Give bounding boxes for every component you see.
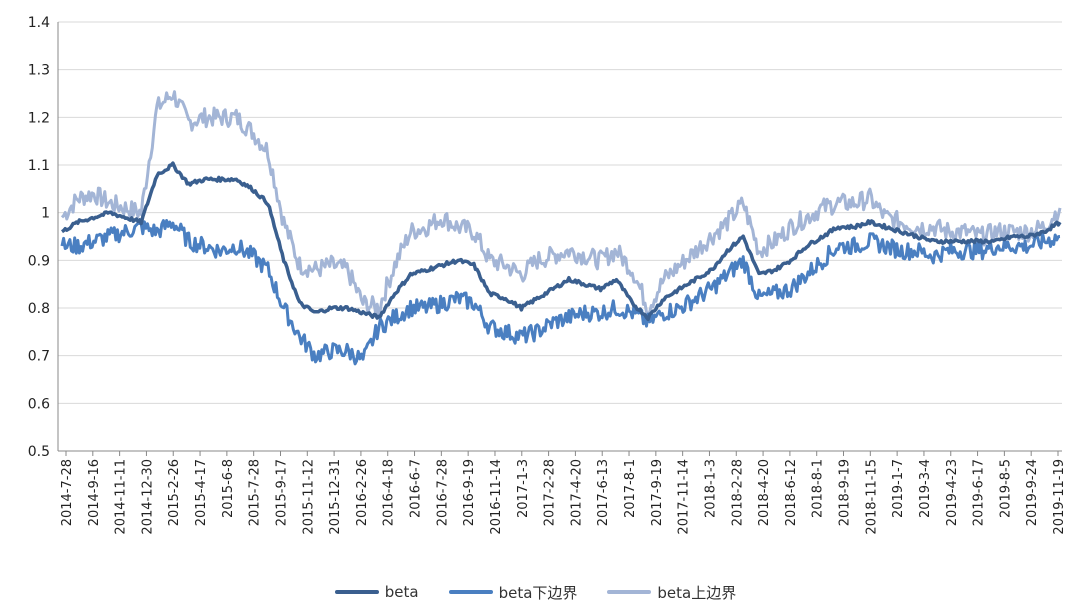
x-tick-label: 2014-9-16: [87, 459, 102, 526]
series-line-beta: [61, 161, 1062, 322]
x-tick-label: 2015-7-28: [248, 459, 263, 526]
y-tick-label: 1.3: [28, 63, 50, 79]
y-tick-label: 1.1: [28, 158, 50, 174]
series-lines: [60, 90, 1062, 366]
x-tick-label: 2019-6-17: [972, 459, 987, 526]
legend-item-beta-upper: beta上边界: [607, 582, 736, 603]
x-tick-label: 2017-11-14: [677, 459, 692, 535]
y-tick-label: 0.9: [28, 253, 50, 269]
x-tick-label: 2017-9-19: [650, 459, 665, 526]
y-tick-label: 0.8: [28, 301, 50, 317]
x-tick-label: 2018-1-3: [703, 459, 718, 518]
x-tick-label: 2017-1-3: [516, 459, 531, 518]
y-tick-label: 1: [41, 206, 50, 222]
x-tick-label: 2015-4-17: [194, 459, 209, 526]
series-line-beta-lower: [60, 219, 1061, 366]
x-tick-label: 2016-4-18: [382, 459, 397, 526]
x-axis: 2014-7-28 2014-9-16 2014-11-11 2014-12-30 20…: [60, 451, 1067, 535]
x-tick-label: 2015-2-26: [167, 459, 182, 526]
x-tick-label: 2015-11-12: [301, 459, 316, 535]
x-tick-label: 2018-9-19: [838, 459, 853, 526]
x-tick-label: 2017-8-1: [623, 459, 638, 518]
x-tick-label: 2014-12-30: [140, 459, 155, 535]
legend-swatch-beta: [334, 590, 379, 594]
legend: beta beta下边界 beta上边界: [0, 578, 1071, 606]
x-tick-label: 2014-11-11: [114, 459, 129, 535]
legend-label-beta-lower: beta下边界: [498, 583, 578, 602]
y-tick-label: 1.2: [28, 110, 50, 126]
x-tick-label: 2018-11-15: [864, 459, 879, 535]
y-tick-label: 0.5: [28, 444, 50, 460]
y-tick-label: 0.6: [28, 396, 50, 412]
x-tick-label: 2015-12-31: [328, 459, 343, 535]
x-tick-label: 2016-9-19: [462, 459, 477, 526]
x-tick-label: 2019-8-5: [998, 459, 1013, 518]
gridlines: [58, 21, 1062, 452]
series-line-beta-upper: [60, 90, 1062, 317]
x-tick-label: 2016-11-14: [489, 459, 504, 535]
line-chart: 0.50.60.70.80.911.11.21.31.4 2014-7-28 20…: [28, 15, 1067, 535]
y-axis: 0.5 0.6 0.7 0.8 0.9 1 1.1 1.2 1.3 1.4: [28, 15, 59, 460]
y-tick-label: 1.4: [28, 15, 50, 31]
x-tick-label: 2018-2-28: [730, 459, 745, 526]
x-tick-label: 2016-6-7: [409, 459, 424, 518]
x-tick-label: 2018-6-12: [784, 459, 799, 526]
x-tick-label: 2015-9-17: [274, 459, 289, 526]
legend-swatch-beta-lower: [448, 590, 493, 594]
x-tick-label: 2019-1-7: [891, 459, 906, 518]
x-tick-label: 2017-2-28: [543, 459, 558, 526]
x-tick-label: 2015-6-8: [221, 459, 236, 518]
x-tick-label: 2016-7-28: [435, 459, 450, 526]
x-tick-label: 2017-4-20: [569, 459, 584, 526]
x-tick-label: 2019-9-24: [1025, 459, 1040, 526]
x-tick-label: 2017-6-13: [596, 459, 611, 526]
x-tick-label: 2014-7-28: [60, 459, 75, 526]
legend-swatch-beta-upper: [607, 590, 652, 594]
x-tick-label: 2019-11-19: [1052, 459, 1067, 535]
x-tick-label: 2016-2-26: [355, 459, 370, 526]
x-tick-label: 2018-4-20: [757, 459, 772, 526]
x-tick-label: 2018-8-1: [811, 459, 826, 518]
x-tick-label: 2019-4-23: [945, 459, 960, 526]
legend-item-beta: beta: [334, 583, 419, 601]
legend-item-beta-lower: beta下边界: [448, 582, 578, 603]
x-tick-label: 2019-3-4: [918, 459, 933, 518]
legend-label-beta: beta: [384, 583, 419, 601]
legend-label-beta-upper: beta上边界: [657, 583, 737, 602]
y-tick-label: 0.7: [28, 349, 50, 365]
